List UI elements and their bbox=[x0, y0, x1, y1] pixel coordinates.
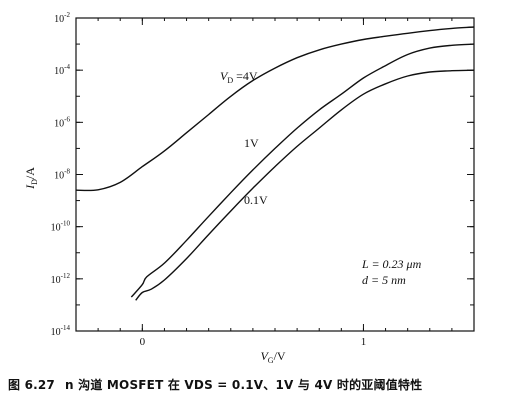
series-vd-1v bbox=[130, 43, 475, 298]
series-vd-4v bbox=[75, 26, 475, 192]
x-tick-label: 0 bbox=[140, 336, 146, 348]
annotation-L: L = 0.23 μm bbox=[361, 257, 422, 271]
plot-area bbox=[75, 17, 475, 332]
y-tick-label: 10-14 bbox=[51, 324, 71, 338]
y-tick-label: 10-4 bbox=[54, 63, 70, 77]
annotation-d: d = 5 nm bbox=[362, 273, 406, 287]
caption-text: n 沟道 MOSFET 在 VDS = 0.1V、1V 与 4V 时的亚阈值特性 bbox=[65, 378, 423, 392]
series-vd-0-1v bbox=[135, 69, 475, 301]
series-label: 0.1V bbox=[244, 193, 268, 207]
y-tick-label: 10-2 bbox=[54, 11, 70, 25]
figure-number: 图 6.27 bbox=[8, 378, 55, 392]
plot-frame bbox=[75, 17, 475, 332]
y-tick-label: 10-10 bbox=[51, 220, 71, 234]
series-labels: VD =4V 1V 0.1V bbox=[220, 69, 268, 207]
x-tick-label: 1 bbox=[361, 336, 367, 348]
figure-caption: 图 6.27 n 沟道 MOSFET 在 VDS = 0.1V、1V 与 4V 时… bbox=[8, 376, 498, 393]
series-label: 1V bbox=[244, 136, 259, 150]
y-tick-label: 10-8 bbox=[54, 168, 70, 182]
data-series bbox=[75, 26, 475, 301]
y-tick-label: 10-12 bbox=[51, 272, 71, 286]
y-tick-label: 10-6 bbox=[54, 115, 70, 129]
y-axis-label: ID/A bbox=[23, 167, 39, 190]
x-axis-label: VG/V bbox=[260, 349, 285, 365]
series-label: VD =4V bbox=[220, 69, 258, 85]
y-axis: 10-2 10-4 10-6 10-8 10-10 10-12 10-14 bbox=[51, 11, 474, 338]
